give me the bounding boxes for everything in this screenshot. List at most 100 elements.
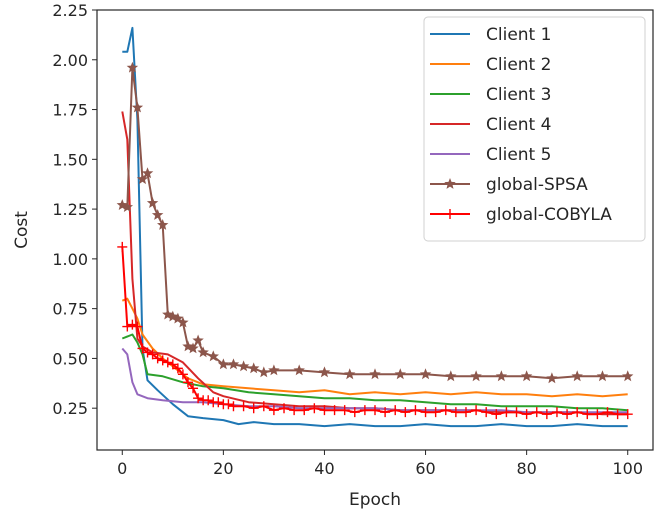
- data-point: [177, 369, 188, 380]
- legend-label: Client 5: [486, 145, 551, 165]
- data-point: [162, 308, 174, 320]
- plot-area: [116, 26, 634, 428]
- data-point: [380, 407, 391, 418]
- legend-label: Client 1: [486, 25, 551, 45]
- data-point: [193, 393, 204, 404]
- legend-label: Client 2: [486, 55, 551, 75]
- y-tick-label: 2.25: [52, 1, 88, 20]
- data-point: [182, 377, 193, 388]
- data-point: [501, 407, 512, 418]
- data-point: [531, 407, 542, 418]
- data-point: [495, 370, 508, 382]
- data-point: [157, 219, 169, 230]
- legend: Client 1 Client 2 Client 3 Client 4 Client 5…: [423, 16, 646, 242]
- data-point: [370, 405, 380, 416]
- data-point: [369, 368, 381, 380]
- legend-item: Client 1: [430, 25, 551, 45]
- data-point: [445, 370, 457, 382]
- data-point: [136, 173, 149, 185]
- y-tick-label: 1.50: [52, 150, 88, 169]
- data-point: [203, 395, 214, 406]
- data-point: [430, 407, 441, 418]
- data-point: [116, 199, 128, 210]
- data-point: [167, 359, 178, 370]
- y-tick-label: 1.00: [52, 250, 88, 269]
- data-point: [258, 401, 269, 412]
- data-point: [450, 407, 461, 418]
- data-point: [182, 340, 194, 352]
- data-point: [491, 409, 502, 420]
- data-point: [400, 407, 411, 418]
- data-point: [571, 370, 583, 382]
- data-point: [546, 372, 558, 384]
- data-point: [237, 360, 250, 372]
- data-point: [167, 310, 179, 322]
- legend-marker: [445, 209, 455, 219]
- series-line: [121, 297, 628, 398]
- data-point: [520, 370, 533, 382]
- data-point: [197, 346, 209, 358]
- series-2: [121, 297, 628, 398]
- data-point: [602, 407, 613, 418]
- data-point: [157, 355, 168, 366]
- y-tick-label: 0.25: [52, 399, 88, 418]
- data-point: [217, 358, 230, 370]
- data-point: [121, 201, 133, 212]
- data-point: [319, 405, 330, 416]
- data-point: [152, 353, 163, 364]
- legend-label: Client 4: [486, 115, 551, 135]
- data-point: [596, 370, 609, 382]
- data-point: [172, 312, 184, 324]
- data-point: [562, 409, 573, 420]
- data-point: [141, 167, 154, 179]
- data-point: [511, 407, 522, 418]
- data-point: [279, 403, 290, 414]
- data-point: [117, 241, 128, 252]
- x-tick-label: 0: [117, 459, 127, 478]
- series-6: [116, 61, 634, 384]
- data-point: [420, 407, 431, 418]
- data-point: [137, 343, 148, 354]
- x-axis-label: Epoch: [349, 490, 401, 510]
- data-point: [192, 334, 204, 346]
- legend-item: global-COBYLA: [430, 205, 612, 225]
- data-point: [318, 366, 331, 378]
- data-point: [419, 368, 432, 380]
- data-point: [127, 319, 138, 330]
- axis-ticks: 0 20 40 60 80 100 0.25 0.50 0.75 1.00 1.25 1.50 1.75…: [52, 1, 643, 478]
- series-7: [117, 241, 633, 420]
- data-point: [612, 409, 623, 420]
- data-point: [344, 368, 356, 380]
- data-point: [309, 403, 320, 414]
- data-point: [582, 409, 593, 420]
- data-point: [329, 405, 340, 416]
- data-point: [390, 405, 401, 416]
- data-point: [551, 407, 562, 418]
- y-axis-label: Cost: [12, 211, 32, 249]
- data-point: [142, 347, 153, 358]
- legend-item: Client 5: [430, 145, 551, 165]
- data-point: [289, 405, 300, 416]
- data-point: [394, 368, 406, 380]
- data-point: [410, 405, 421, 416]
- data-point: [151, 209, 164, 220]
- data-point: [132, 321, 143, 332]
- legend-item: Client 4: [430, 115, 551, 135]
- data-point: [207, 350, 219, 362]
- data-point: [592, 409, 603, 420]
- x-tick-label: 80: [516, 459, 536, 478]
- data-point: [228, 401, 239, 412]
- data-point: [213, 397, 224, 408]
- x-tick-label: 100: [612, 459, 643, 478]
- data-point: [622, 370, 634, 382]
- data-point: [268, 364, 280, 376]
- data-point: [572, 407, 583, 418]
- series-line: [121, 246, 628, 416]
- series-3: [121, 333, 628, 412]
- axes-frame: [96, 9, 654, 451]
- data-point: [622, 409, 633, 420]
- data-point: [146, 197, 159, 208]
- data-point: [521, 409, 532, 420]
- legend-label: global-COBYLA: [486, 205, 612, 225]
